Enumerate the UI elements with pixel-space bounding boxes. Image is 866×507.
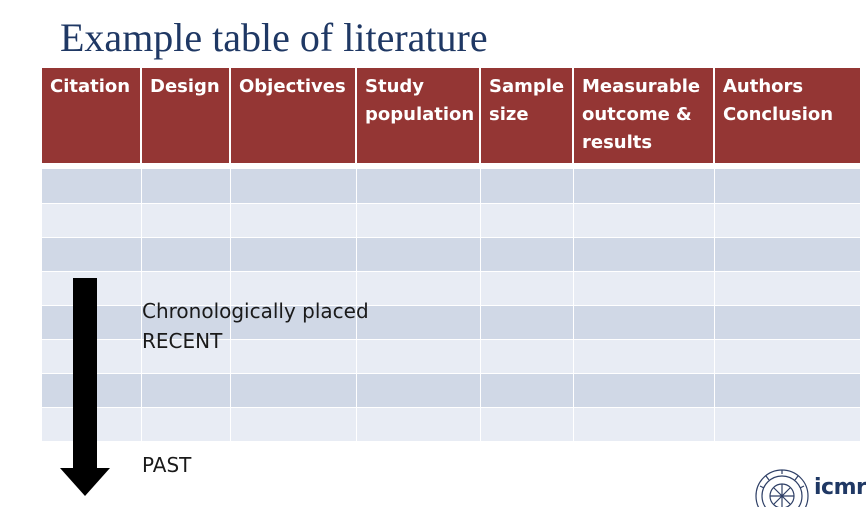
table-cell (356, 237, 481, 272)
table-cell (141, 271, 231, 306)
table-cell (230, 407, 357, 442)
arrow-shaft (73, 278, 97, 468)
table-cell (356, 407, 481, 442)
icmr-seal-icon (755, 469, 809, 507)
table-spacer (42, 163, 860, 169)
table-cell (714, 271, 860, 306)
header-authors-conclusion: Authors Conclusion (714, 68, 860, 163)
header-objectives: Objectives (230, 68, 357, 163)
table-row (42, 339, 860, 374)
table-row (42, 203, 860, 238)
table-cell (480, 407, 574, 442)
header-measurable-outcome: Measurable outcome & results (573, 68, 715, 163)
table-cell (141, 203, 231, 238)
past-label: PAST (142, 453, 192, 477)
table-cell (356, 271, 481, 306)
arrow-head (60, 468, 110, 496)
table-cell (230, 169, 357, 204)
table-cell (714, 305, 860, 340)
spacer-cell (42, 163, 860, 169)
table-cell (480, 237, 574, 272)
table-cell (480, 339, 574, 374)
table-cell (141, 407, 231, 442)
table-cell (714, 203, 860, 238)
slide-title: Example table of literature (60, 15, 488, 60)
table-cell (141, 339, 231, 374)
table-cell (480, 169, 574, 204)
recent-label: RECENT (142, 329, 223, 353)
table-cell (356, 339, 481, 374)
table-row (42, 407, 860, 442)
table-cell (141, 169, 231, 204)
table-cell (141, 237, 231, 272)
table-cell (230, 271, 357, 306)
table-cell (230, 203, 357, 238)
table-cell (42, 237, 142, 272)
table-cell (230, 305, 357, 340)
table-cell (141, 373, 231, 408)
table-cell (42, 169, 142, 204)
table-cell (480, 305, 574, 340)
chronology-label: Chronologically placed (142, 299, 369, 323)
table-cell (480, 271, 574, 306)
literature-table: Citation Design Objectives Study populat… (42, 68, 860, 442)
table-cell (480, 373, 574, 408)
table-row (42, 373, 860, 408)
table-cell (714, 237, 860, 272)
table-cell (573, 305, 715, 340)
table-row (42, 169, 860, 204)
table-cell (356, 203, 481, 238)
icmr-logo-text: icmr (814, 475, 866, 500)
table-cell (42, 203, 142, 238)
table-cell (573, 373, 715, 408)
table-cell (714, 169, 860, 204)
table-cell (714, 373, 860, 408)
table-cell (356, 373, 481, 408)
header-study-population: Study population (356, 68, 481, 163)
table-cell (230, 237, 357, 272)
table-cell (573, 169, 715, 204)
table-cell (230, 339, 357, 374)
table-cell (356, 169, 481, 204)
chronology-arrow (60, 278, 112, 496)
table-cell (356, 305, 481, 340)
icmr-logo: icmr (752, 468, 866, 507)
header-design: Design (141, 68, 231, 163)
table-cell (573, 407, 715, 442)
table-cell (573, 203, 715, 238)
table-cell (480, 203, 574, 238)
table-cell (714, 407, 860, 442)
table-cell (230, 373, 357, 408)
table-cell (573, 271, 715, 306)
table-cell (141, 305, 231, 340)
table-cell (573, 339, 715, 374)
table-cell (573, 237, 715, 272)
table-header-row: Citation Design Objectives Study populat… (42, 68, 860, 163)
header-citation: Citation (42, 68, 142, 163)
table-row (42, 237, 860, 272)
header-sample-size: Sample size (480, 68, 574, 163)
table-cell (714, 339, 860, 374)
